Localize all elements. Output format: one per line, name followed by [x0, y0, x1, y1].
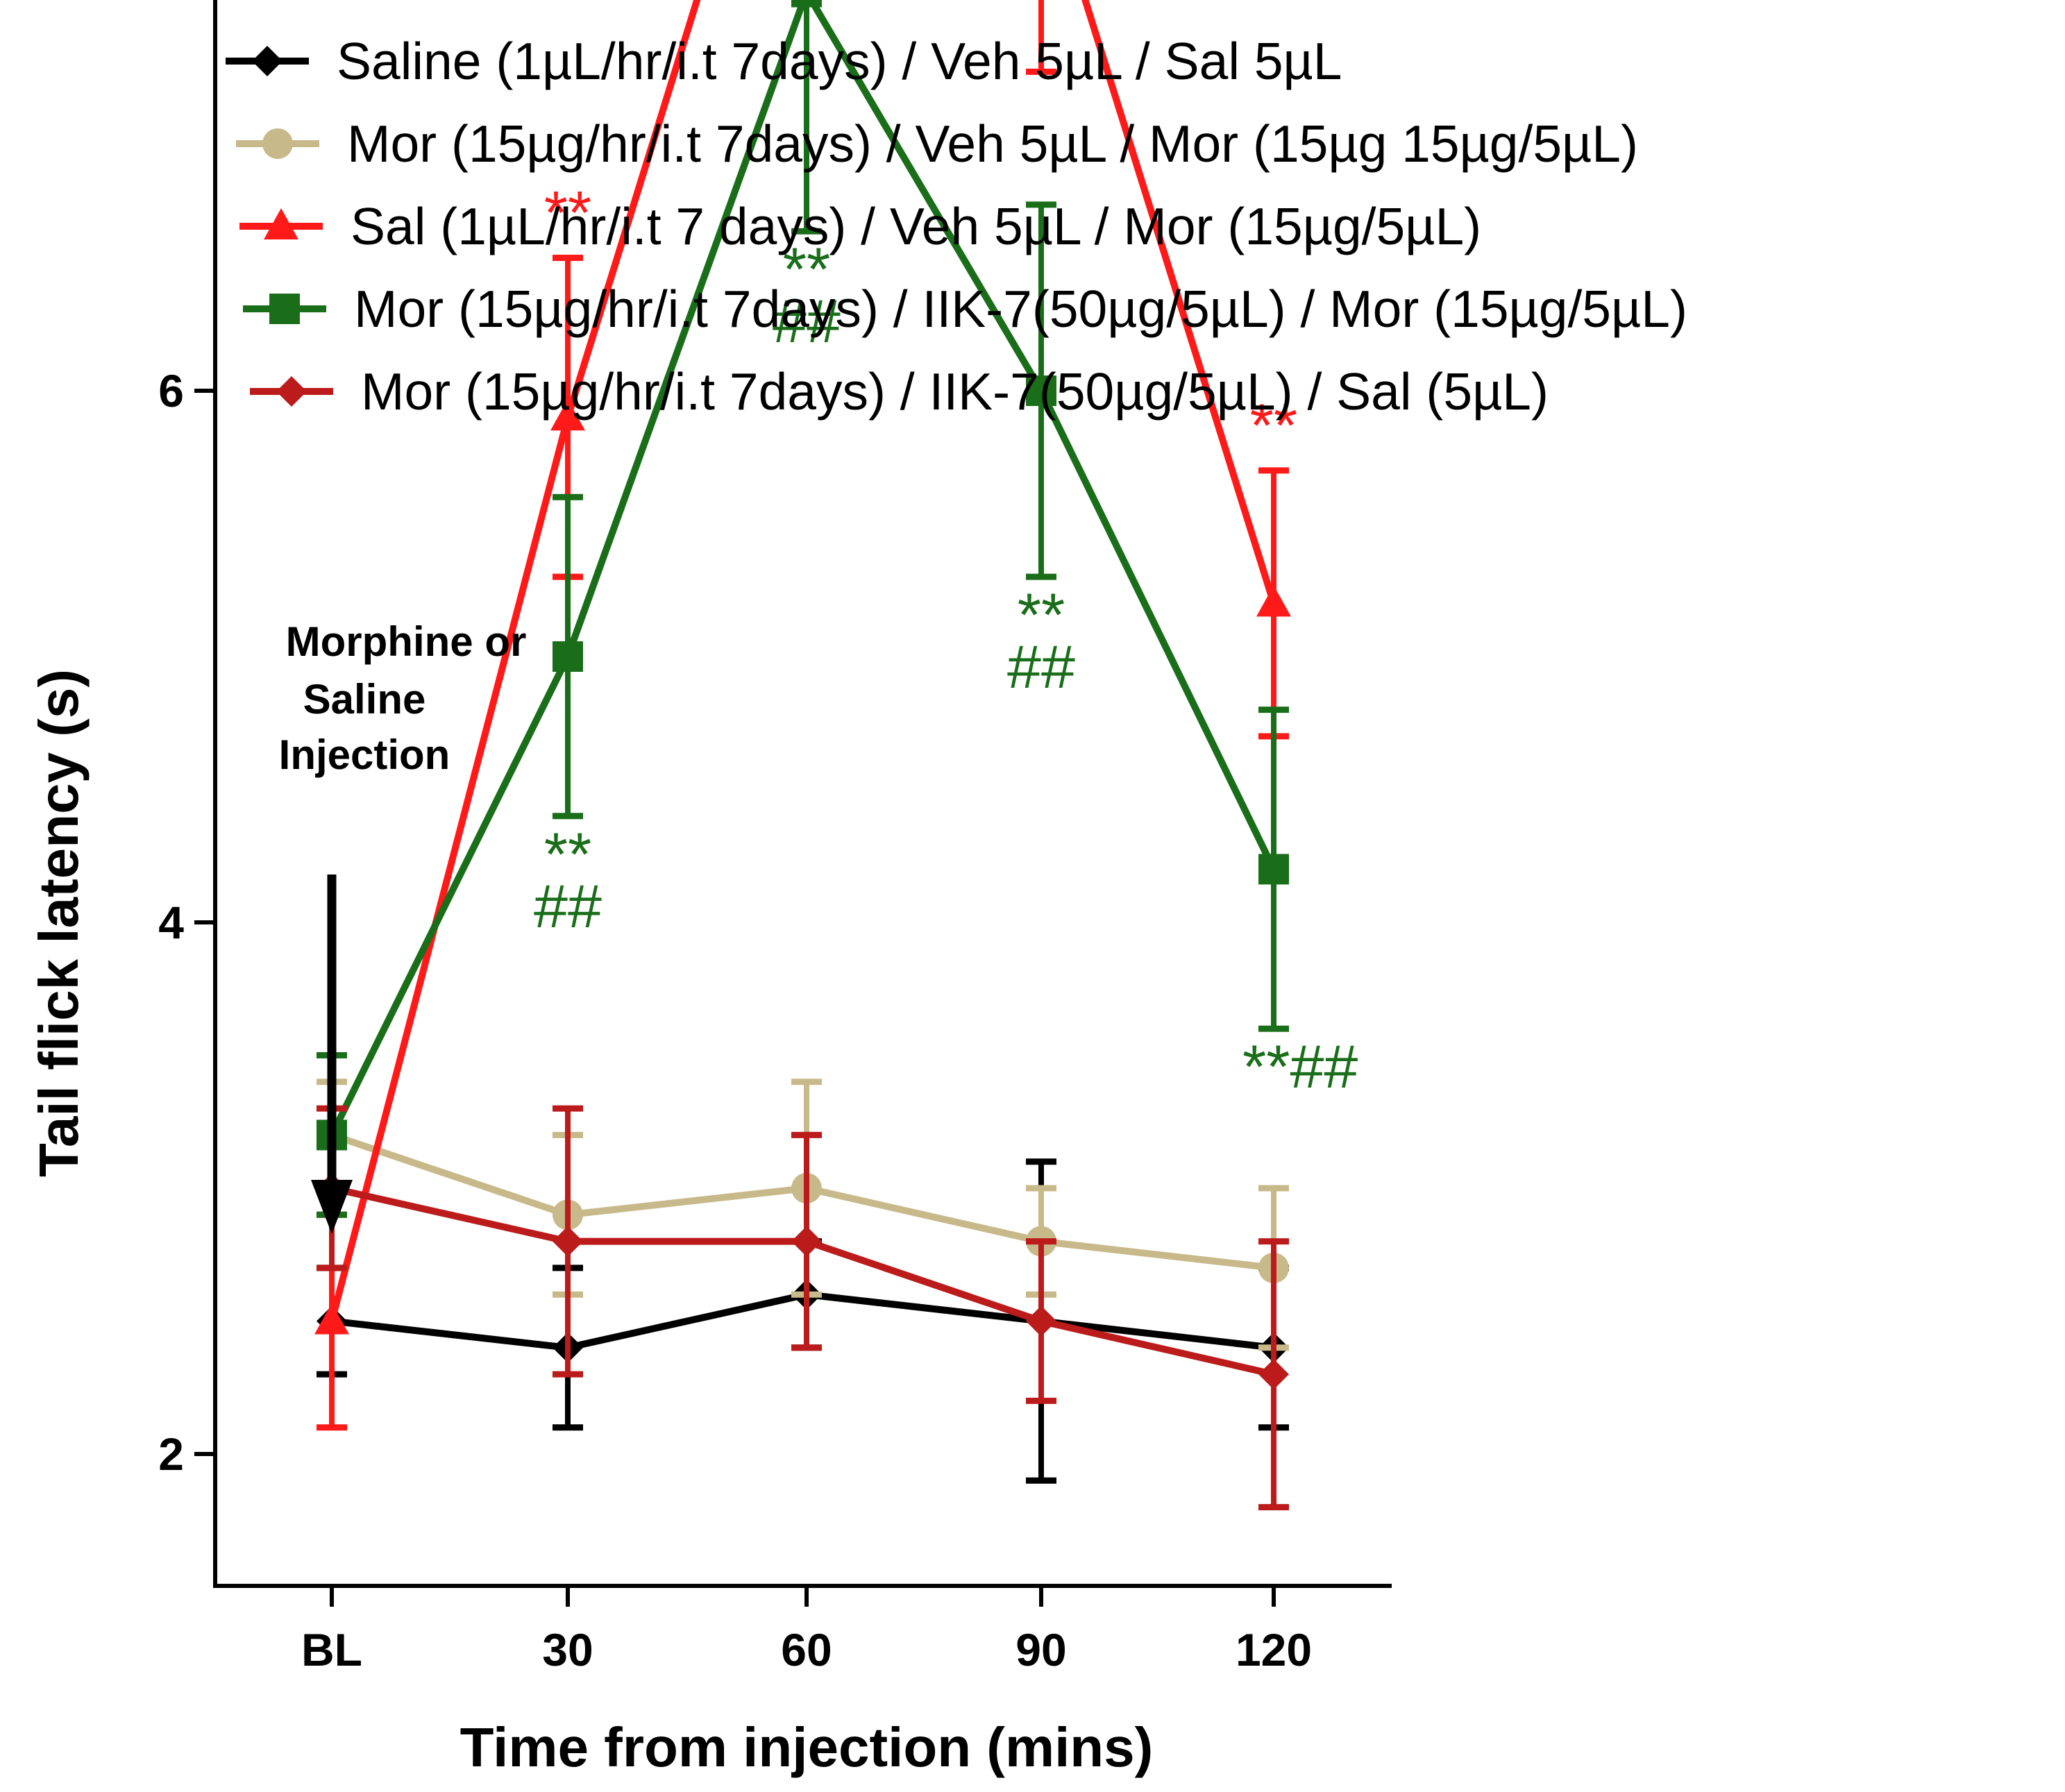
significance-marker: ##	[534, 872, 602, 940]
significance-marker: **	[783, 235, 831, 303]
x-tick-label: 90	[1015, 1624, 1066, 1675]
x-tick-label: 30	[542, 1624, 593, 1675]
data-point	[791, 0, 822, 8]
legend-label: Mor (15µg/hr/i.t 7days) / Veh 5µL / Mor …	[347, 115, 1638, 173]
legend-marker	[269, 294, 300, 324]
injection-annotation-line: Saline	[303, 676, 426, 722]
annotations-layer: ************##**##**##**##Morphine orSal…	[279, 178, 1358, 1234]
series-line	[328, 0, 1277, 1137]
data-point	[314, 1303, 349, 1335]
significance-marker: **##	[1242, 1032, 1358, 1101]
y-tick-label: 2	[158, 1428, 184, 1480]
legend-marker	[264, 208, 298, 239]
legend-item: Mor (15µg/hr/i.t 7days) / Veh 5µL / Mor …	[236, 115, 1638, 173]
series-1	[317, 1158, 1289, 1484]
significance-marker: ##	[773, 287, 841, 355]
series-4	[317, 0, 1289, 1218]
legend-label: Mor (15µg/hr/i.t 7days) / IIK-7(50µg/5µL…	[354, 280, 1687, 338]
legend-marker	[276, 376, 307, 407]
data-point	[553, 641, 583, 672]
series-5	[317, 1105, 1289, 1511]
x-axis-title: Time from injection (mins)	[460, 1716, 1154, 1778]
significance-marker: **	[1018, 580, 1065, 649]
legend-marker	[252, 46, 283, 76]
data-point	[1026, 1305, 1056, 1337]
significance-marker: **	[544, 178, 592, 247]
legend-label: Saline (1µL/hr/i.t 7days) / Veh 5µL / Sa…	[337, 32, 1342, 90]
significance-marker: **	[1250, 391, 1298, 459]
data-point	[1026, 375, 1056, 406]
injection-arrow-head	[311, 1180, 353, 1234]
data-point	[1258, 854, 1289, 885]
y-tick-label: 6	[158, 365, 184, 416]
y-tick-label: 4	[158, 897, 184, 948]
data-point	[1258, 1359, 1289, 1390]
y-axis-title: Tail flick latency (s)	[28, 669, 90, 1177]
data-point	[1256, 585, 1291, 617]
legend-label: Mor (15µg/hr/i.t 7days) / IIK-7(50µg/5µL…	[361, 362, 1549, 421]
legend-item: Sal (1µL/hr/i.t 7 days) / Veh 5µL / Mor …	[239, 197, 1481, 255]
legend-item: Saline (1µL/hr/i.t 7days) / Veh 5µL / Sa…	[226, 32, 1342, 90]
legend-item: Mor (15µg/hr/i.t 7days) / IIK-7(50µg/5µL…	[243, 280, 1687, 338]
x-tick-label: 120	[1236, 1624, 1312, 1675]
data-point	[553, 1226, 583, 1257]
injection-annotation-line: Morphine or	[286, 618, 527, 665]
legend-marker	[262, 128, 293, 159]
series-line	[328, 0, 1277, 1322]
legend: Saline (1µL/hr/i.t 7days) / Veh 5µL / Sa…	[226, 32, 1687, 421]
significance-marker: **	[544, 820, 592, 888]
x-tick-label: 60	[781, 1624, 832, 1675]
legend-label: Sal (1µL/hr/i.t 7 days) / Veh 5µL / Mor …	[351, 197, 1481, 255]
significance-marker: ##	[1007, 632, 1075, 701]
legend-item: Mor (15µg/hr/i.t 7days) / IIK-7(50µg/5µL…	[250, 362, 1549, 421]
data-point	[550, 399, 585, 431]
x-tick-label: BL	[301, 1624, 362, 1675]
axes-layer: 246810BL306090120	[158, 0, 1392, 1675]
series-layer	[314, 0, 1291, 1511]
injection-annotation-line: Injection	[279, 732, 450, 778]
data-point	[791, 1226, 822, 1257]
